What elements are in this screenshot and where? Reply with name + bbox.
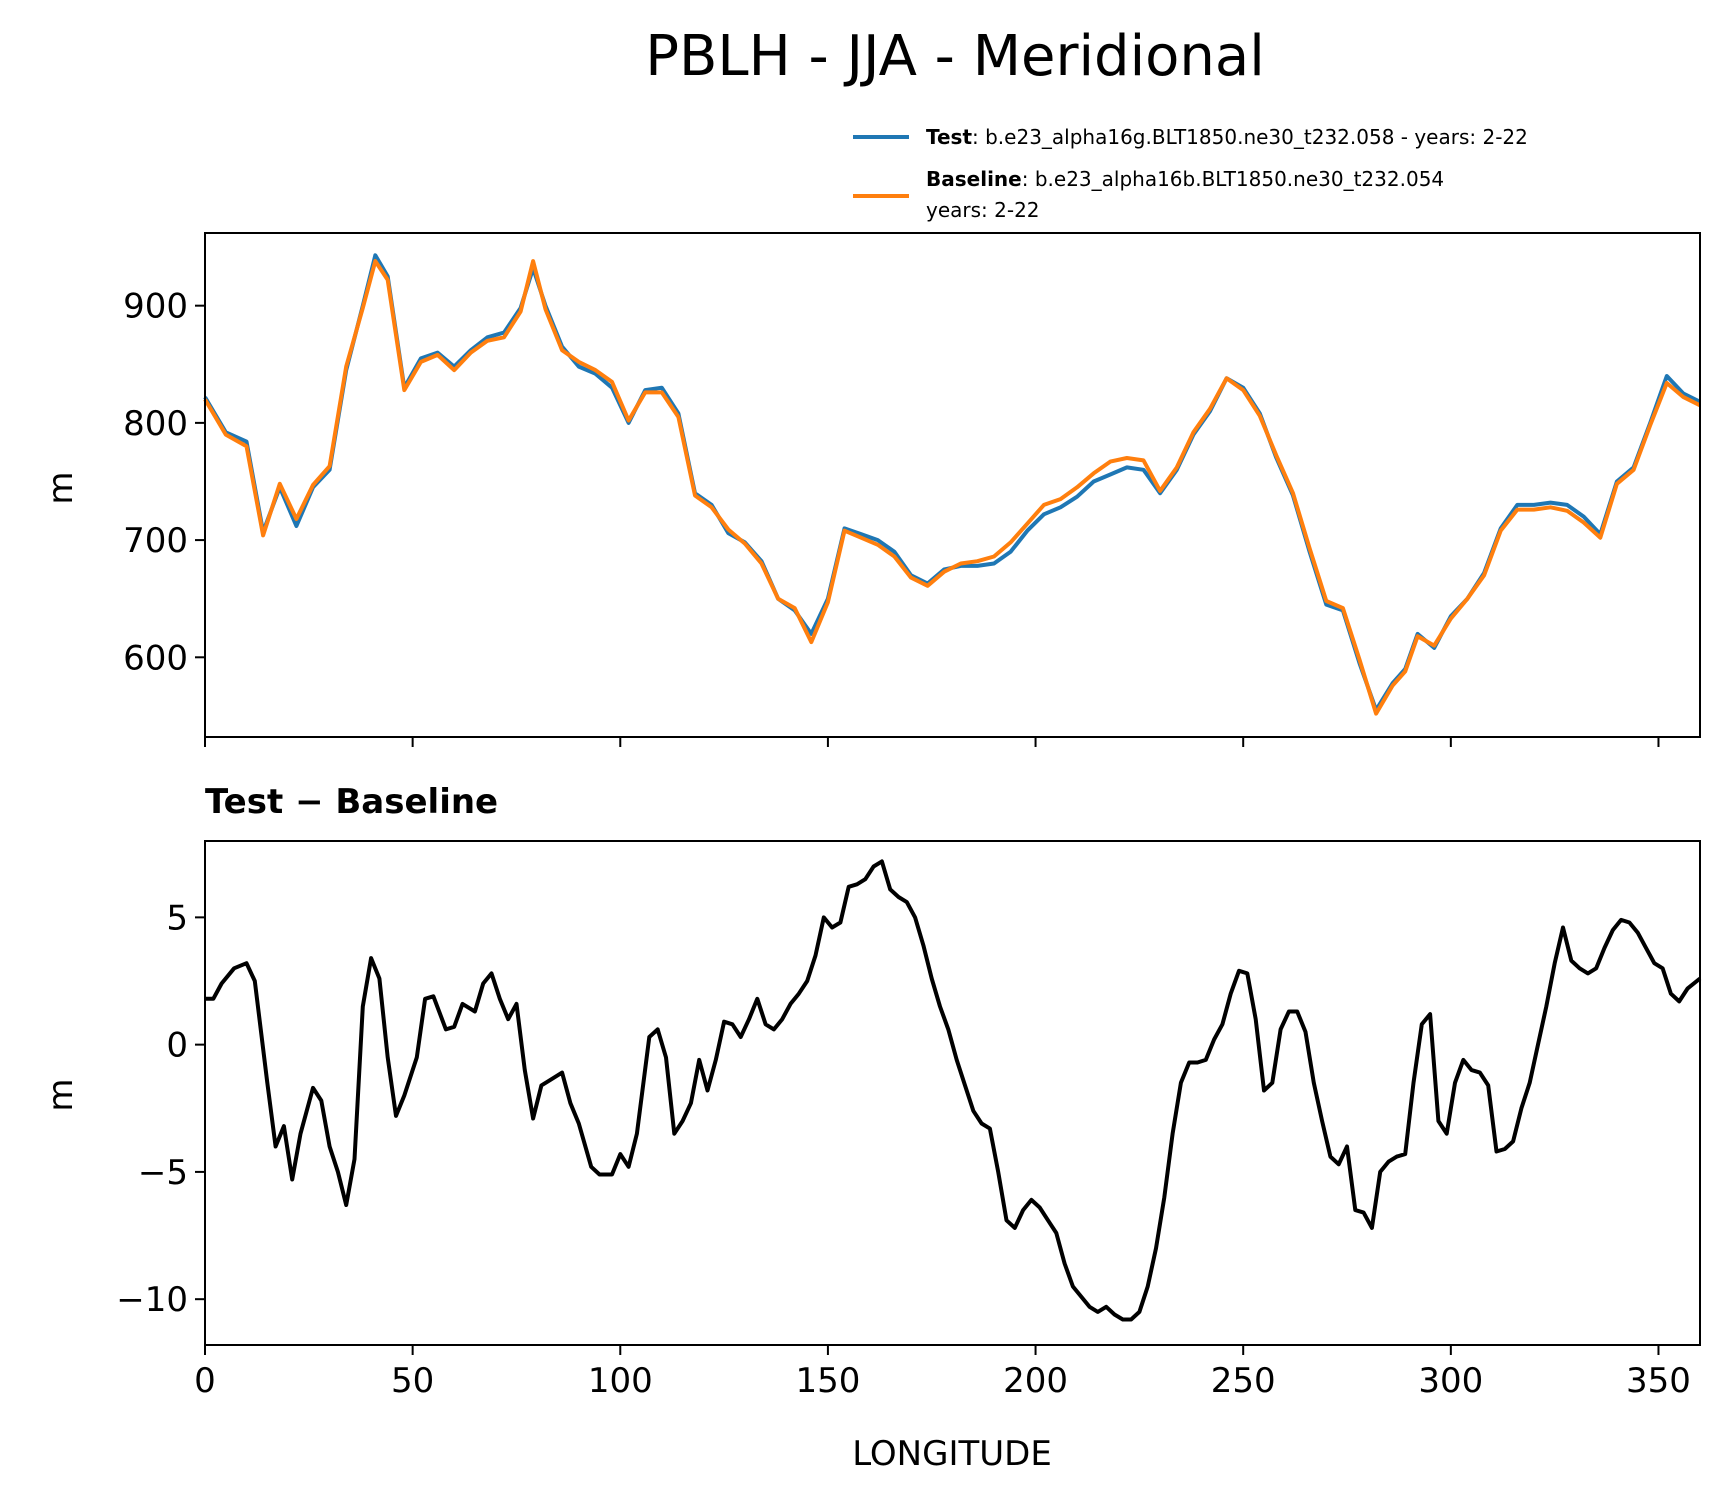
legend-baseline-text2: years: 2-22 <box>926 198 1040 222</box>
legend-test-bold: Test <box>926 125 972 149</box>
x-tick-label: 300 <box>1418 1361 1483 1401</box>
x-tick-label: 150 <box>795 1361 860 1401</box>
top-y-tick-label: 700 <box>123 521 188 561</box>
bottom-x-ticks: 0 50 100 150 200 250 300 350 <box>194 1345 1691 1401</box>
x-tick-label: 200 <box>1003 1361 1068 1401</box>
top-x-ticks <box>204 737 1660 747</box>
top-y-tick-label: 800 <box>123 404 188 444</box>
top-lines <box>203 253 1701 716</box>
legend-baseline-text: : b.e23_alpha16b.BLT1850.ne30_t232.054 <box>1022 167 1444 191</box>
series-line-test-baseline <box>205 859 1702 1322</box>
chart-title: PBLH - JJA - Meridional <box>645 24 1265 89</box>
x-tick-label: 100 <box>588 1361 653 1401</box>
bottom-panel-title: Test − Baseline <box>205 782 498 822</box>
top-y-tick-label: 900 <box>123 287 188 327</box>
bottom-axes-frame <box>204 840 1701 1346</box>
bottom-y-tick-label: −10 <box>116 1280 188 1320</box>
top-y-tick-label: 600 <box>123 638 188 678</box>
legend-entry-test: Test: b.e23_alpha16g.BLT1850.ne30_t232.0… <box>926 125 1528 149</box>
top-y-ticks: 600 700 800 900 <box>123 287 205 678</box>
x-tick-label: 350 <box>1626 1361 1691 1401</box>
bottom-panel: Test − Baseline −10 −5 0 5 0 50 100 150 200 250 3… <box>41 782 1702 1474</box>
bottom-y-tick-label: 0 <box>166 1026 188 1066</box>
legend-test-text: : b.e23_alpha16g.BLT1850.ne30_t232.058 -… <box>972 125 1528 149</box>
bottom-y-tick-label: −5 <box>138 1153 188 1193</box>
bottom-y-label: m <box>41 1078 81 1111</box>
bottom-y-ticks: −10 −5 0 5 <box>116 898 205 1320</box>
x-axis-label: LONGITUDE <box>852 1434 1052 1474</box>
top-axes-frame <box>204 232 1701 738</box>
legend-entry-baseline: Baseline: b.e23_alpha16b.BLT1850.ne30_t2… <box>926 167 1444 191</box>
series-line-baseline <box>203 259 1701 716</box>
x-tick-label: 50 <box>391 1361 434 1401</box>
top-panel: 600 700 800 900 m <box>41 232 1701 747</box>
x-tick-label: 0 <box>194 1361 216 1401</box>
legend: Test: b.e23_alpha16g.BLT1850.ne30_t232.0… <box>853 125 1528 222</box>
bottom-y-tick-label: 5 <box>166 898 188 938</box>
bottom-lines <box>205 859 1702 1322</box>
x-tick-label: 250 <box>1211 1361 1276 1401</box>
top-y-label: m <box>41 471 81 504</box>
series-line-test <box>203 253 1701 712</box>
legend-baseline-bold: Baseline <box>926 167 1022 191</box>
